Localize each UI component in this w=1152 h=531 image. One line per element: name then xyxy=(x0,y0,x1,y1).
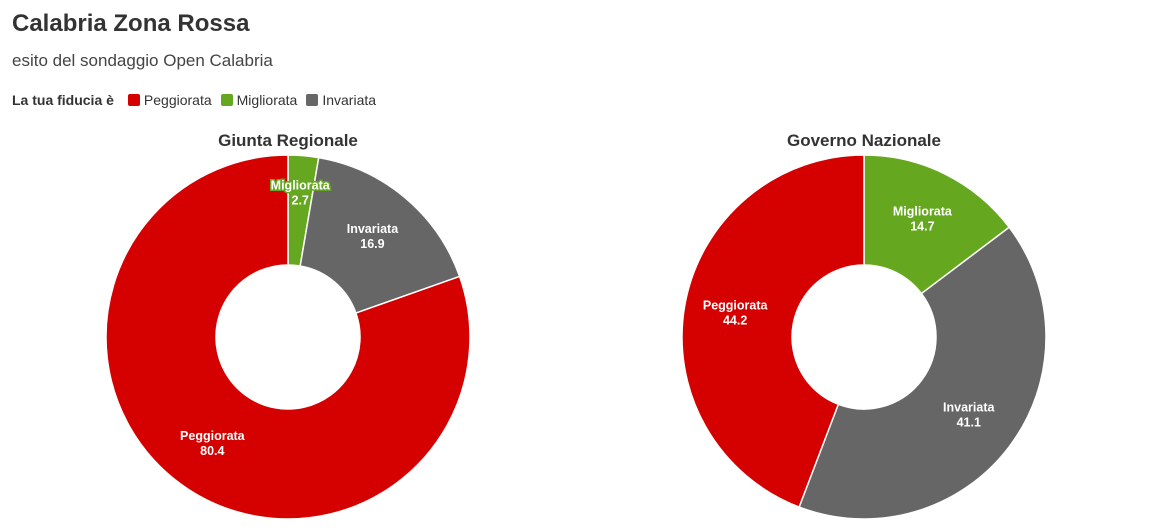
legend-item-migliorata[interactable]: Migliorata xyxy=(220,92,298,108)
legend-label-migliorata: Migliorata xyxy=(236,92,298,108)
legend-swatch-peggiorata xyxy=(127,94,140,106)
legend-swatch-invariata xyxy=(306,94,319,106)
slice-label-name: Invariata xyxy=(943,401,995,415)
chart-title: Calabria Zona Rossa xyxy=(12,10,250,37)
slice-giunta-regionale-invariata[interactable] xyxy=(299,156,461,314)
legend-item-peggiorata[interactable]: Peggiorata xyxy=(127,92,212,108)
donut-title-governo-nazionale: Governo Nazionale xyxy=(787,131,941,150)
slice-label-value: 16.9 xyxy=(360,237,384,251)
legend-label-invariata: Invariata xyxy=(322,92,377,108)
legend-item-invariata[interactable]: Invariata xyxy=(306,92,376,108)
legend-swatch-migliorata xyxy=(220,94,233,106)
slice-label-value: 14.7 xyxy=(910,220,934,234)
slice-label-name: Peggiorata xyxy=(703,298,769,312)
chart-subtitle: esito del sondaggio Open Calabria xyxy=(12,51,273,70)
legend: La tua fiducia è Peggiorata Migliorata I… xyxy=(12,90,385,110)
slice-label-name: Migliorata xyxy=(271,179,331,193)
slice-governo-nazionale-peggiorata[interactable] xyxy=(681,154,865,509)
donut-title-giunta-regionale: Giunta Regionale xyxy=(218,131,358,150)
legend-title: La tua fiducia è xyxy=(12,92,114,108)
slice-giunta-regionale-peggiorata[interactable] xyxy=(105,154,471,520)
slice-label-value: 80.4 xyxy=(200,444,224,458)
slice-label-name: Peggiorata xyxy=(180,429,246,443)
slice-governo-nazionale-migliorata[interactable] xyxy=(863,154,1011,295)
slice-label-name: Invariata xyxy=(347,222,399,236)
legend-label-peggiorata: Peggiorata xyxy=(143,92,212,108)
slice-label-name: Migliorata xyxy=(893,205,953,219)
slice-governo-nazionale-invariata[interactable] xyxy=(798,226,1047,520)
slice-label-value: 2.7 xyxy=(292,194,309,208)
slice-label-value: 41.1 xyxy=(957,416,981,430)
slice-label-value: 44.2 xyxy=(723,313,747,327)
